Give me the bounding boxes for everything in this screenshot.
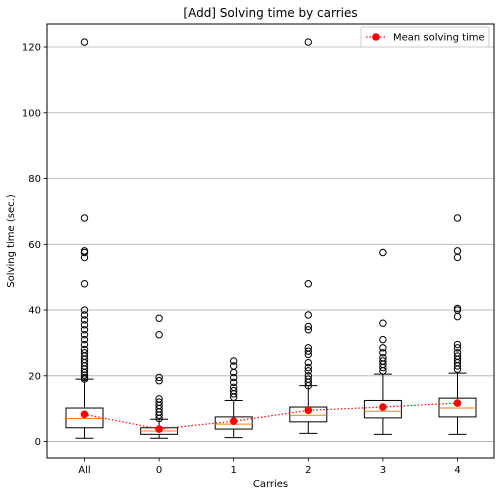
legend-marker (372, 33, 380, 41)
outlier-point (453, 344, 462, 352)
y-tick-label: 80 (28, 174, 41, 185)
y-axis-label: Solving time (sec.) (6, 194, 17, 288)
outlier-point (155, 395, 163, 403)
outlier-point (80, 311, 89, 319)
outlier-point (80, 214, 89, 222)
outlier-point (80, 306, 89, 314)
outlier-point (304, 344, 312, 352)
plot-frame (46, 23, 495, 459)
outlier-point (304, 280, 312, 288)
outlier-point (304, 358, 312, 367)
box-All (65, 38, 104, 439)
outlier-point (230, 368, 238, 377)
mean-point (229, 417, 238, 425)
outlier-point (155, 377, 163, 385)
outlier-point (304, 363, 312, 372)
outlier-point (453, 340, 462, 349)
outlier-point (304, 326, 312, 334)
outlier-point (304, 367, 312, 375)
chart-title: [Add] Solving time by carries (183, 6, 357, 20)
y-tick-label: 40 (28, 306, 41, 317)
x-axis: All 0 1 2 3 4 (78, 458, 461, 476)
outlier-point (453, 304, 462, 313)
outlier-point (230, 386, 238, 395)
outlier-point (80, 38, 89, 46)
x-tick-label: 0 (156, 465, 162, 476)
outlier-point (230, 357, 238, 365)
outlier-point (379, 248, 387, 257)
outlier-point (80, 326, 89, 334)
boxes (65, 38, 477, 439)
outlier-point (230, 362, 238, 370)
outlier-point (230, 383, 238, 392)
outlier-point (379, 349, 387, 357)
box-3 (363, 248, 402, 435)
outlier-point (155, 331, 163, 339)
outlier-point (155, 398, 163, 406)
outlier-point (304, 372, 312, 380)
box-0 (140, 314, 179, 439)
legend-label: Mean solving time (393, 33, 485, 44)
box-4 (438, 214, 477, 435)
y-tick-label: 60 (28, 240, 41, 251)
outlier-point (155, 314, 163, 322)
outlier-point (453, 214, 462, 222)
outlier-point (304, 322, 312, 331)
y-tick-label: 0 (35, 437, 41, 448)
y-tick-label: 20 (28, 371, 41, 382)
outlier-point (80, 335, 89, 344)
x-axis-label: Carries (253, 479, 288, 490)
outlier-point (304, 38, 312, 46)
y-grid (47, 46, 494, 442)
outlier-point (304, 347, 312, 355)
mean-point (155, 425, 163, 433)
outlier-point (304, 311, 312, 319)
x-tick-label: 4 (454, 465, 460, 476)
outlier-point (80, 280, 89, 288)
outlier-point (453, 253, 462, 262)
legend: Mean solving time (360, 26, 490, 48)
outlier-point (379, 354, 387, 362)
legend-box (360, 26, 490, 48)
outlier-point (80, 321, 89, 329)
mean-point (304, 406, 313, 415)
outlier-point (379, 335, 387, 344)
outlier-point (379, 319, 387, 327)
outlier-point (230, 373, 238, 382)
outlier-point (453, 349, 462, 357)
mean-point (453, 399, 462, 407)
outlier-point (453, 312, 462, 321)
outlier-point (80, 340, 89, 349)
outlier-point (80, 316, 89, 324)
outlier-point (80, 349, 89, 357)
outlier-point (80, 373, 89, 382)
outlier-point (80, 345, 89, 354)
iqr-box (214, 416, 253, 430)
outlier-point (304, 375, 312, 383)
outlier-point (80, 247, 89, 255)
outlier-point (379, 357, 387, 365)
x-tick-label: 2 (305, 465, 311, 476)
y-tick-label: 120 (22, 43, 41, 54)
y-axis: 0 20 40 60 80 100 120 (22, 43, 47, 448)
mean-point (80, 410, 89, 419)
mean-line (84, 402, 458, 430)
box-1 (214, 357, 253, 439)
mean-point (379, 403, 387, 411)
y-tick-label: 100 (22, 108, 41, 119)
x-tick-label: 1 (231, 465, 237, 476)
outlier-point (379, 344, 387, 352)
outlier-point (230, 378, 238, 387)
outlier-point (453, 352, 462, 360)
outlier-point (453, 247, 462, 255)
x-tick-label: 3 (380, 465, 386, 476)
outlier-point (80, 331, 89, 339)
box-2 (289, 38, 328, 434)
mean-line-group (80, 399, 462, 433)
iqr-box (363, 399, 402, 419)
x-tick-label: All (78, 465, 90, 476)
outlier-point (155, 373, 163, 382)
